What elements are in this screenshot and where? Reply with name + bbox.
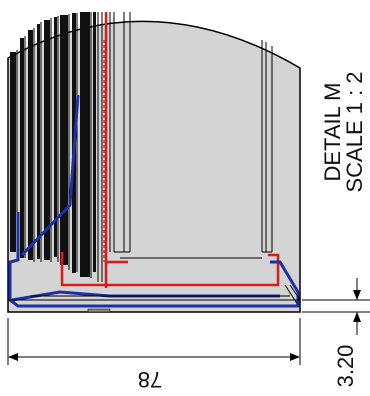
thickness-dimension (302, 278, 370, 335)
part-view (7, 12, 301, 313)
inner-walls (109, 12, 273, 259)
detail-title: DETAIL M (320, 82, 345, 181)
base-strip (8, 284, 301, 313)
vertical-slats (10, 12, 103, 282)
red-section (60, 12, 280, 288)
part-body (7, 20, 301, 313)
thickness-dimension-label: 3.20 (333, 345, 358, 388)
width-dimension (7, 318, 301, 365)
width-dimension-label: 78 (138, 367, 162, 392)
detail-scale: SCALE 1 : 2 (342, 71, 367, 192)
